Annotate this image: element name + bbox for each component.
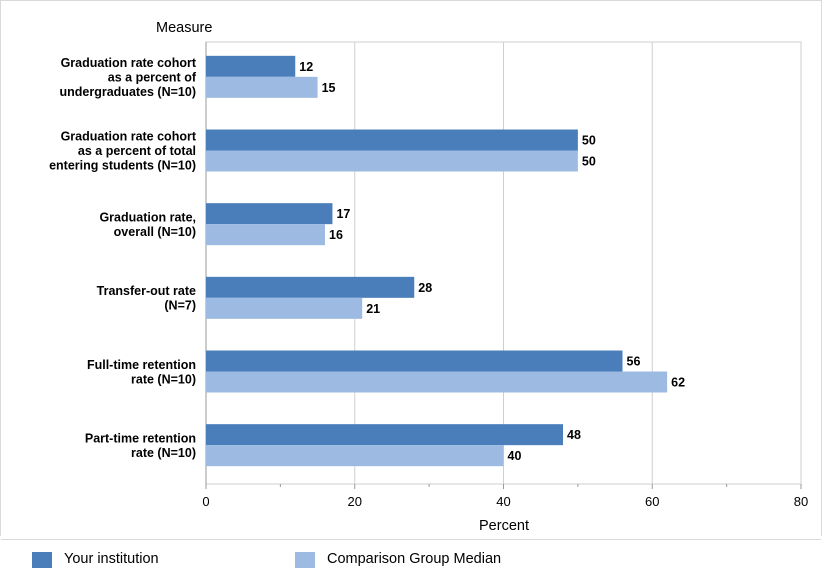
bar-comparison-group-median bbox=[206, 298, 362, 319]
legend-label-your-institution: Your institution bbox=[64, 551, 159, 567]
x-tick-label: 60 bbox=[645, 494, 659, 509]
data-label: 56 bbox=[627, 355, 641, 369]
bar-comparison-group-median bbox=[206, 77, 318, 98]
data-label: 21 bbox=[366, 302, 380, 316]
data-label: 50 bbox=[582, 155, 596, 169]
bar-your-institution bbox=[206, 277, 414, 298]
bar-comparison-group-median bbox=[206, 372, 667, 393]
x-tick-label: 40 bbox=[496, 494, 510, 509]
category-labels: Graduation rate cohort as a percent of und… bbox=[49, 56, 197, 460]
category-label: Full-time retention rate (N=10) bbox=[87, 358, 196, 387]
data-label: 62 bbox=[671, 376, 685, 390]
x-tick-label: 20 bbox=[348, 494, 362, 509]
data-label: 50 bbox=[582, 134, 596, 148]
bar-comparison-group-median bbox=[206, 224, 325, 245]
x-tick-label: 80 bbox=[794, 494, 808, 509]
category-label: Part-time retention rate (N=10) bbox=[85, 431, 196, 460]
bar-comparison-group-median bbox=[206, 445, 504, 466]
data-label: 40 bbox=[508, 449, 522, 463]
legend-divider bbox=[1, 539, 821, 540]
bar-your-institution bbox=[206, 424, 563, 445]
bar-your-institution bbox=[206, 56, 295, 77]
data-label: 16 bbox=[329, 228, 343, 242]
bar-comparison-group-median bbox=[206, 151, 578, 172]
chart-title: Measure bbox=[156, 20, 212, 36]
bar-your-institution bbox=[206, 351, 623, 372]
legend-swatch-your-institution bbox=[32, 552, 52, 568]
data-label: 48 bbox=[567, 428, 581, 442]
category-label: Graduation rate, overall (N=10) bbox=[99, 210, 196, 239]
category-label: Transfer-out rate (N=7) bbox=[97, 284, 196, 313]
legend-swatch-comparison-group-median bbox=[295, 552, 315, 568]
category-label: Graduation rate cohort as a percent of und… bbox=[60, 56, 197, 99]
data-label: 12 bbox=[299, 60, 313, 74]
grid-layer bbox=[206, 42, 801, 489]
value-labels: 12 15 50 50 17 16 28 21 56 62 48 40 bbox=[299, 60, 685, 463]
bar-your-institution bbox=[206, 203, 332, 224]
legend-label-comparison-group-median: Comparison Group Median bbox=[327, 551, 501, 567]
data-label: 28 bbox=[418, 281, 432, 295]
data-label: 17 bbox=[336, 207, 350, 221]
x-tick-labels: 0 20 40 60 80 bbox=[202, 494, 808, 509]
data-label: 15 bbox=[322, 81, 336, 95]
bar-chart: Measure Graduation rate cohort as a perce… bbox=[0, 0, 822, 540]
bar-your-institution bbox=[206, 130, 578, 151]
x-axis-label: Percent bbox=[479, 518, 529, 534]
x-tick-label: 0 bbox=[202, 494, 209, 509]
bars bbox=[206, 56, 667, 466]
category-label: Graduation rate cohort as a percent of to… bbox=[49, 130, 197, 173]
